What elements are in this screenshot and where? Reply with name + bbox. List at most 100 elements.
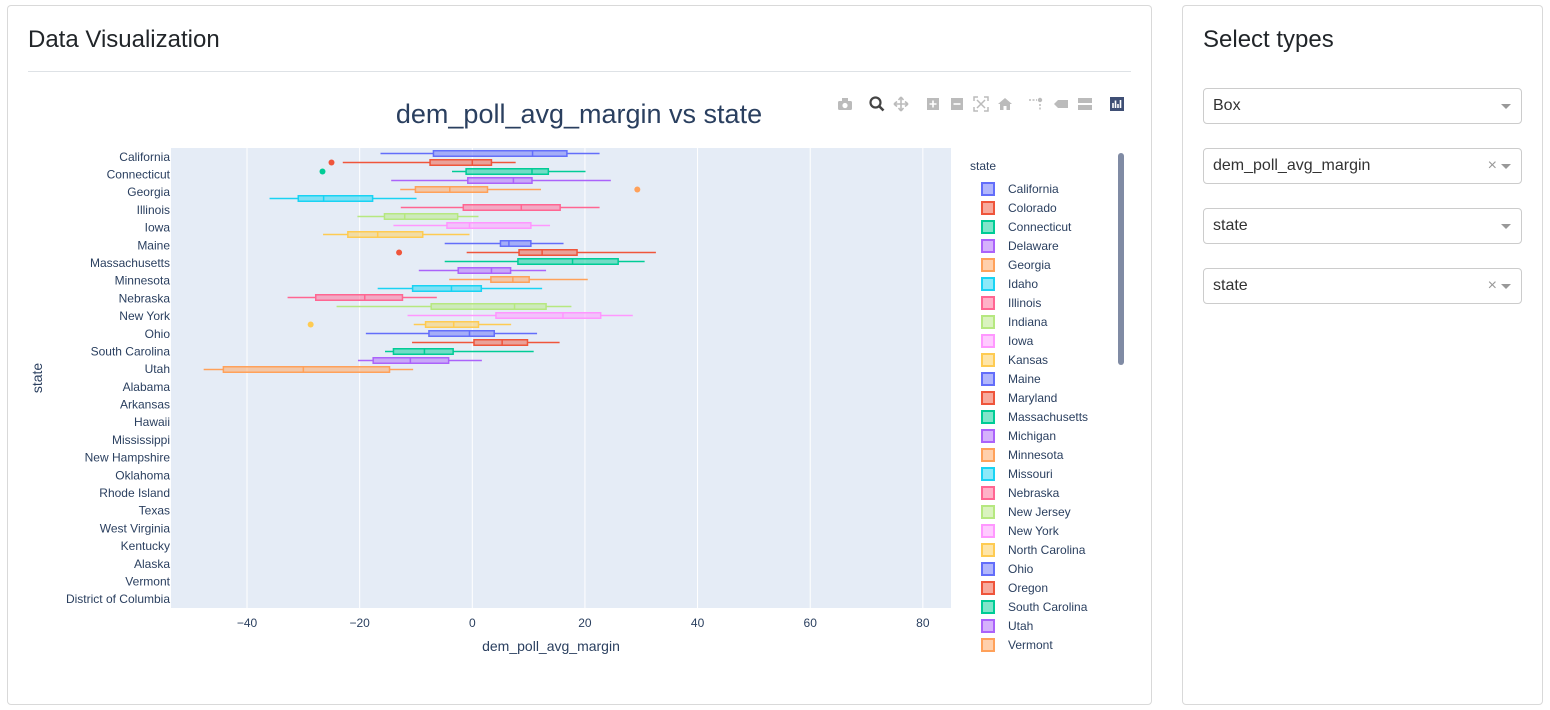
chevron-down-icon[interactable] [1501, 284, 1511, 289]
legend-item[interactable]: Missouri [981, 467, 1053, 481]
legend-item[interactable]: Delaware [981, 239, 1059, 253]
chart-title: dem_poll_avg_margin vs state [396, 99, 762, 129]
camera-icon[interactable] [838, 98, 852, 110]
box-utah[interactable] [357, 357, 482, 364]
box-california[interactable] [380, 150, 600, 157]
legend-item[interactable]: Illinois [981, 296, 1041, 310]
legend-swatch [981, 372, 995, 386]
x-tick-label: 20 [578, 616, 592, 630]
legend-item[interactable]: South Carolina [981, 600, 1088, 614]
legend-item[interactable]: Ohio [981, 562, 1034, 576]
zoom-icon[interactable] [869, 96, 885, 112]
chevron-down-icon[interactable] [1501, 104, 1511, 109]
legend-item[interactable]: Oregon [981, 581, 1048, 595]
legend-item[interactable]: Indiana [981, 315, 1048, 329]
box-plot[interactable]: dem_poll_avg_margin vs state −40 −20 0 20 40 6… [28, 86, 1133, 686]
x-tick-label: 80 [916, 616, 930, 630]
box-illinois[interactable] [400, 204, 600, 211]
legend-item[interactable]: Nebraska [981, 486, 1060, 500]
legend-item[interactable]: Maryland [981, 391, 1057, 405]
legend-label: Illinois [1008, 296, 1041, 310]
spike-lines-icon[interactable] [1029, 97, 1043, 111]
reset-axes-icon[interactable] [998, 98, 1012, 110]
selected-value: dem_poll_avg_margin [1213, 157, 1371, 174]
y-variable-dropdown[interactable]: state [1203, 208, 1522, 244]
chart-type-dropdown[interactable]: Box [1203, 88, 1522, 124]
box-minnesota[interactable] [449, 276, 588, 283]
box-oregon[interactable] [412, 339, 560, 346]
selected-value: state [1213, 217, 1248, 234]
color-variable-dropdown[interactable]: state × [1203, 268, 1522, 304]
y-tick-label: New York [119, 309, 171, 323]
legend-item[interactable]: Iowa [981, 334, 1034, 348]
plotly-logo-icon[interactable] [1110, 97, 1124, 111]
legend-label: Iowa [1008, 334, 1034, 348]
hover-compare-icon[interactable] [1078, 98, 1092, 110]
clear-icon[interactable]: × [1487, 277, 1497, 294]
controls-panel: Select types Box dem_poll_avg_margin × stat… [1182, 5, 1543, 705]
box-massachusetts[interactable] [444, 258, 645, 265]
box-south-carolina[interactable] [385, 348, 534, 355]
box-colorado[interactable] [328, 159, 516, 166]
legend-item[interactable]: Kansas [981, 353, 1048, 367]
autoscale-icon[interactable] [973, 96, 989, 112]
legend-item[interactable]: New York [981, 524, 1060, 538]
legend-item[interactable]: North Carolina [981, 543, 1086, 557]
zoom-out-icon[interactable] [951, 98, 963, 110]
box-north-carolina[interactable] [307, 321, 512, 328]
legend-scrollbar[interactable] [1118, 153, 1124, 365]
box-vermont[interactable] [203, 366, 414, 373]
x-variable-dropdown[interactable]: dem_poll_avg_margin × [1203, 148, 1522, 184]
clear-icon[interactable]: × [1487, 157, 1497, 174]
legend-swatch [981, 315, 995, 329]
y-tick-label: Oklahoma [115, 468, 170, 482]
zoom-in-icon[interactable] [927, 98, 939, 110]
box-missouri[interactable] [377, 285, 543, 292]
box-iowa[interactable] [393, 222, 551, 229]
box-georgia[interactable] [400, 186, 641, 193]
legend-item[interactable]: Utah [981, 619, 1033, 633]
box-indiana[interactable] [357, 213, 479, 220]
box-maryland[interactable] [396, 249, 656, 256]
panel-title: Select types [1203, 26, 1334, 53]
box-michigan[interactable] [418, 267, 547, 274]
chevron-down-icon[interactable] [1501, 164, 1511, 169]
legend-item[interactable]: Minnesota [981, 448, 1064, 462]
legend-label: North Carolina [1008, 543, 1086, 557]
legend-item[interactable]: California [981, 182, 1059, 196]
box-new-jersey[interactable] [336, 303, 572, 310]
box-kansas[interactable] [323, 231, 470, 238]
box-connecticut[interactable] [319, 168, 586, 175]
box-ohio[interactable] [365, 330, 538, 337]
pan-icon[interactable] [893, 96, 909, 112]
legend-item[interactable]: Maine [981, 372, 1041, 386]
box-idaho[interactable] [269, 195, 417, 202]
y-tick-label: California [119, 150, 170, 164]
box-nebraska[interactable] [287, 294, 437, 301]
legend-item[interactable]: New Jersey [981, 505, 1071, 519]
box-new-york[interactable] [407, 312, 633, 319]
legend-item[interactable]: Georgia [981, 258, 1051, 272]
legend-item[interactable]: Colorado [981, 201, 1057, 215]
visualization-panel: Data Visualization dem_poll_avg_margin v… [7, 5, 1152, 705]
chevron-down-icon[interactable] [1501, 224, 1511, 229]
legend-item[interactable]: Michigan [981, 429, 1056, 443]
hover-closest-icon[interactable] [1054, 100, 1068, 108]
legend-label: California [1008, 182, 1059, 196]
box-body [430, 303, 547, 310]
legend-item[interactable]: Connecticut [981, 220, 1072, 234]
legend-item[interactable]: Massachusetts [981, 410, 1088, 424]
legend-item[interactable]: Vermont [981, 638, 1053, 652]
plot-area[interactable] [171, 148, 951, 608]
x-tick-label: 60 [804, 616, 818, 630]
box-maine[interactable] [444, 240, 564, 247]
y-tick-label: Mississippi [112, 433, 170, 447]
box-delaware[interactable] [391, 177, 611, 184]
legend-label: Georgia [1008, 258, 1051, 272]
legend-label: Kansas [1008, 353, 1048, 367]
tag-shape [1054, 100, 1068, 108]
outlier-point [396, 249, 403, 256]
legend-swatch [981, 448, 995, 462]
legend-item[interactable]: Idaho [981, 277, 1038, 291]
y-tick-label: Vermont [125, 574, 170, 588]
